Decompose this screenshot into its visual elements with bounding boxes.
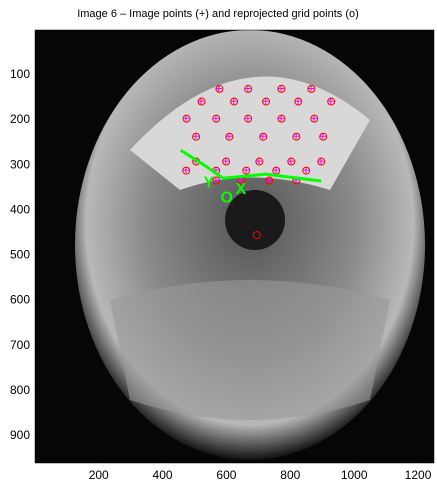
- x-tick-label: 400: [153, 468, 173, 482]
- y-tick-label: 400: [10, 202, 30, 216]
- y-tick-label: 100: [10, 67, 30, 81]
- y-tick-label: 900: [10, 428, 30, 442]
- x-tick-label: 1200: [405, 468, 432, 482]
- floor-region: [110, 280, 390, 420]
- y-tick-label: 300: [10, 157, 30, 171]
- frame-axis-label: X: [235, 181, 246, 198]
- page: Image 6 – Image points (+) and reproject…: [0, 0, 437, 493]
- y-tick-label: 600: [10, 293, 30, 307]
- frame-axis-label: O: [221, 189, 233, 206]
- lens-center: [225, 190, 285, 250]
- x-tick-label: 1000: [341, 468, 368, 482]
- chart: Image 6 – Image points (+) and reproject…: [0, 0, 437, 488]
- chart-title: Image 6 – Image points (+) and reproject…: [77, 8, 359, 20]
- y-tick-label: 700: [10, 338, 30, 352]
- y-tick-label: 200: [10, 112, 30, 126]
- y-tick-label: 500: [10, 248, 30, 262]
- frame-axis-label: Y: [204, 174, 215, 191]
- x-tick-label: 600: [216, 468, 236, 482]
- y-tick-label: 800: [10, 383, 30, 397]
- x-tick-label: 200: [89, 468, 109, 482]
- x-tick-label: 800: [280, 468, 300, 482]
